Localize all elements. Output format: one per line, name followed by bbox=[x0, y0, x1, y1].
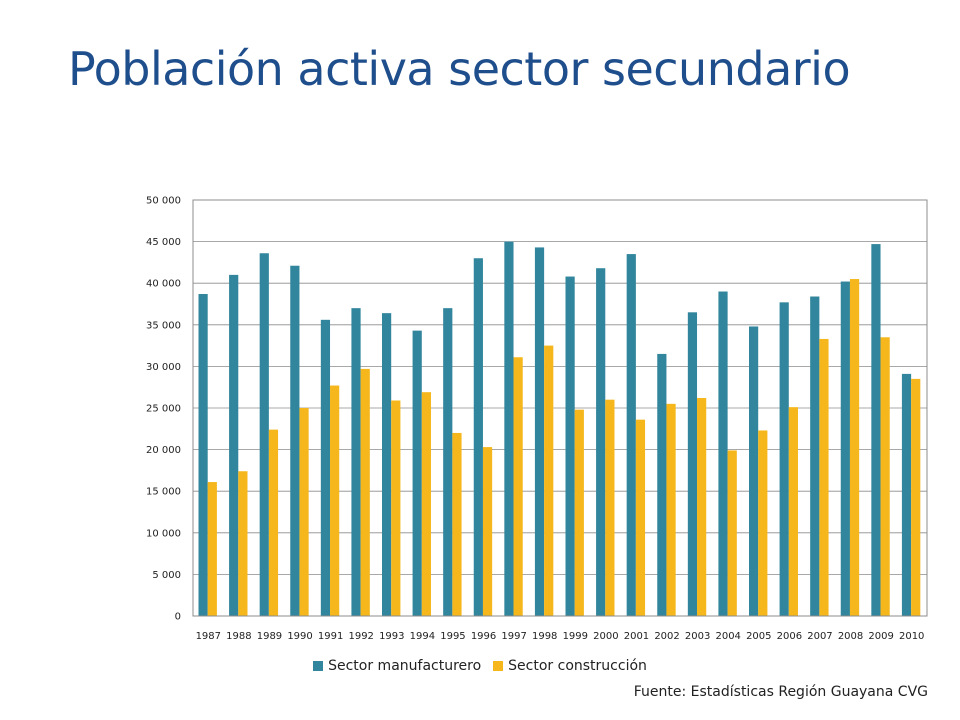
bar-manufacturero-1994 bbox=[412, 330, 422, 616]
x-tick-label: 1989 bbox=[257, 631, 282, 642]
bar-manufacturero-2009 bbox=[871, 244, 881, 616]
bar-construccion-2002 bbox=[666, 403, 676, 616]
y-tick-label: 45 000 bbox=[146, 237, 181, 248]
bar-manufacturero-2004 bbox=[718, 291, 728, 616]
bar-construccion-1998 bbox=[544, 345, 554, 616]
bar-manufacturero-1999 bbox=[565, 276, 575, 616]
x-tick-label: 2009 bbox=[868, 631, 893, 642]
bar-construccion-2006 bbox=[788, 407, 798, 616]
bar-construccion-2005 bbox=[758, 430, 768, 616]
y-tick-label: 5 000 bbox=[152, 570, 181, 581]
x-tick-label: 1988 bbox=[226, 631, 251, 642]
bar-construccion-1992 bbox=[360, 368, 370, 616]
x-tick-label: 2006 bbox=[777, 631, 802, 642]
x-tick-label: 1993 bbox=[379, 631, 404, 642]
x-tick-label: 1995 bbox=[440, 631, 465, 642]
source-note: Fuente: Estadísticas Región Guayana CVG bbox=[633, 684, 928, 700]
bar-manufacturero-2003 bbox=[687, 312, 698, 616]
bar-manufacturero-2008 bbox=[840, 281, 850, 616]
bar-construccion-2000 bbox=[605, 399, 615, 616]
bar-manufacturero-2005 bbox=[749, 326, 759, 616]
x-axis-labels: 1987 1988 1989 1990 1991 1992 1993 1994 1995 1996… bbox=[196, 631, 925, 642]
x-tick-label: 1987 bbox=[196, 631, 221, 642]
bar-manufacturero-1989 bbox=[259, 253, 269, 617]
x-tick-label: 2000 bbox=[593, 631, 618, 642]
x-tick-label: 2007 bbox=[807, 631, 832, 642]
bar-construccion-2001 bbox=[635, 419, 646, 616]
bars bbox=[198, 241, 921, 617]
bar-manufacturero-1987 bbox=[198, 294, 208, 616]
legend-item-construccion: Sector construcción bbox=[493, 658, 647, 674]
bar-manufacturero-1988 bbox=[229, 274, 239, 616]
x-tick-label: 2001 bbox=[624, 631, 649, 642]
bar-manufacturero-2002 bbox=[657, 353, 667, 616]
bar-construccion-2004 bbox=[727, 450, 737, 616]
y-tick-label: 10 000 bbox=[146, 528, 181, 539]
x-tick-label: 1991 bbox=[318, 631, 343, 642]
bar-manufacturero-2010 bbox=[901, 373, 912, 616]
bar-construccion-1989 bbox=[268, 429, 279, 616]
y-tick-label: 0 bbox=[175, 612, 181, 623]
bar-construccion-1990 bbox=[299, 408, 309, 616]
bar-manufacturero-2006 bbox=[779, 302, 789, 616]
legend-swatch-manufacturero bbox=[313, 661, 324, 671]
bar-construccion-1997 bbox=[513, 357, 523, 616]
bar-manufacturero-1990 bbox=[290, 265, 300, 616]
plot-area-border bbox=[192, 199, 928, 617]
bar-construccion-1988 bbox=[238, 471, 248, 616]
bar-manufacturero-1991 bbox=[320, 319, 331, 616]
y-tick-label: 50 000 bbox=[146, 196, 181, 207]
bar-construccion-1993 bbox=[391, 400, 401, 616]
bar-construccion-2007 bbox=[819, 338, 829, 616]
bar-manufacturero-2000 bbox=[596, 268, 606, 616]
bar-manufacturero-2007 bbox=[810, 296, 820, 616]
legend-label-construccion: Sector construcción bbox=[508, 658, 647, 674]
x-tick-label: 1992 bbox=[348, 631, 373, 642]
bar-construccion-1996 bbox=[482, 447, 493, 616]
bar-construccion-1991 bbox=[330, 385, 340, 616]
bar-manufacturero-1992 bbox=[351, 308, 361, 616]
y-tick-label: 25 000 bbox=[146, 404, 181, 415]
bar-construccion-1987 bbox=[207, 482, 217, 616]
bar-manufacturero-1998 bbox=[534, 247, 545, 616]
x-tick-label: 1996 bbox=[471, 631, 496, 642]
x-tick-label: 2004 bbox=[715, 631, 740, 642]
bar-construccion-2008 bbox=[849, 279, 860, 616]
bar-manufacturero-1997 bbox=[504, 241, 514, 616]
bar-construccion-1994 bbox=[421, 392, 431, 616]
x-tick-label: 1997 bbox=[501, 631, 526, 642]
bar-construccion-2003 bbox=[697, 398, 707, 616]
legend-label-manufacturero: Sector manufacturero bbox=[328, 658, 482, 674]
x-tick-label: 2005 bbox=[746, 631, 771, 642]
bar-construccion-2010 bbox=[911, 378, 921, 616]
slide-title: Población activa sector secundario bbox=[68, 42, 851, 96]
x-tick-label: 2010 bbox=[899, 631, 924, 642]
y-tick-label: 30 000 bbox=[146, 362, 181, 373]
chart-legend: Sector manufacturero Sector construcción bbox=[0, 658, 960, 674]
bar-construccion-2009 bbox=[880, 337, 890, 616]
bar-construccion-1995 bbox=[452, 432, 462, 616]
legend-item-manufacturero: Sector manufacturero bbox=[313, 658, 481, 674]
bar-manufacturero-1996 bbox=[473, 258, 483, 616]
x-tick-label: 1990 bbox=[287, 631, 312, 642]
bar-construccion-1999 bbox=[574, 409, 584, 616]
bar-manufacturero-2001 bbox=[626, 254, 636, 616]
x-tick-label: 1998 bbox=[532, 631, 557, 642]
y-tick-label: 15 000 bbox=[146, 487, 181, 498]
x-tick-label: 2002 bbox=[654, 631, 679, 642]
x-tick-label: 2003 bbox=[685, 631, 710, 642]
x-tick-label: 1999 bbox=[563, 631, 588, 642]
x-tick-label: 2008 bbox=[838, 631, 863, 642]
x-tick-label: 1994 bbox=[410, 631, 435, 642]
y-tick-label: 20 000 bbox=[146, 445, 181, 456]
legend-swatch-construccion bbox=[493, 661, 504, 671]
bar-manufacturero-1993 bbox=[382, 313, 392, 616]
y-axis-labels: 0 5 000 10 000 15 000 20 000 25 000 30 000 35 0… bbox=[146, 196, 181, 623]
bar-manufacturero-1995 bbox=[443, 308, 453, 616]
y-tick-label: 40 000 bbox=[146, 279, 181, 290]
y-tick-label: 35 000 bbox=[146, 320, 181, 331]
